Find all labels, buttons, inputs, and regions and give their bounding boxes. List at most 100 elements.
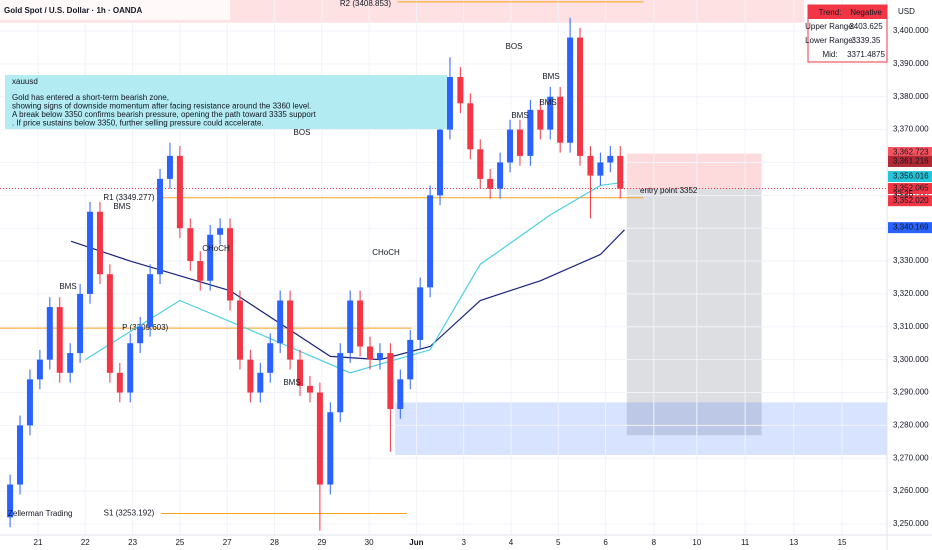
candle	[236, 290, 243, 370]
price-label-box	[888, 183, 932, 195]
candle-body	[407, 339, 414, 380]
x-tick-label: 5	[556, 538, 561, 547]
candle	[297, 349, 304, 396]
candle	[106, 264, 113, 383]
y-tick-label: 3,330.000	[893, 256, 929, 265]
price-label-box	[888, 222, 932, 234]
candle	[116, 362, 123, 403]
candle	[157, 169, 164, 285]
price-label: 3,352.020	[893, 196, 929, 205]
x-tick-label: 3	[461, 538, 466, 547]
moving-average	[84, 181, 625, 374]
candle	[427, 185, 434, 298]
candle-body	[267, 343, 274, 373]
candle	[557, 86, 564, 153]
pivot-label: R1 (3349.277)	[103, 193, 154, 202]
x-tick-label: 6	[603, 538, 608, 547]
candle-body	[487, 178, 494, 189]
candle-body	[567, 37, 574, 143]
candle-body	[597, 162, 604, 176]
candle-body	[77, 293, 84, 354]
price-label-box	[888, 147, 932, 159]
candle-body	[417, 287, 424, 340]
candle	[137, 316, 144, 354]
candle-body	[236, 300, 243, 360]
candle-body	[397, 379, 404, 409]
y-tick-label: 3,260.000	[893, 486, 929, 495]
candle	[77, 284, 84, 363]
price-label-box	[888, 195, 932, 207]
candle	[567, 17, 574, 153]
candle	[527, 100, 534, 166]
x-tick-label: 4	[509, 538, 514, 547]
note-line: . If price sustains below 3350, further …	[12, 119, 264, 128]
candle	[446, 57, 453, 140]
candle	[397, 369, 404, 419]
candle-body	[587, 155, 594, 176]
candle	[457, 67, 464, 114]
candle	[407, 330, 414, 390]
candle-body	[347, 300, 354, 354]
candle-body	[467, 103, 474, 150]
candle-body	[607, 155, 614, 163]
candle	[607, 146, 614, 173]
candle	[327, 402, 334, 495]
candle	[547, 86, 554, 140]
candle-body	[207, 234, 214, 281]
price-label-box	[888, 155, 932, 167]
candle-body	[116, 372, 123, 393]
candle-body	[516, 129, 523, 156]
candle	[176, 146, 183, 239]
x-tick-label: 13	[789, 538, 798, 547]
structure-label: BOS	[294, 128, 311, 137]
candle-body	[257, 372, 264, 393]
candle	[497, 152, 504, 199]
structure-label: BMS	[511, 111, 528, 120]
candle-body	[56, 307, 63, 373]
note-line: A break below 3350 confirms bearish pres…	[12, 110, 317, 119]
candle	[67, 343, 74, 383]
x-tick-label: 25	[175, 538, 184, 547]
candle	[127, 333, 134, 403]
candle-body	[437, 129, 444, 196]
info-key: Upper Range:	[805, 22, 855, 31]
y-tick-label: 3,400.000	[893, 26, 929, 35]
note-title: xauusd	[12, 77, 38, 86]
candle-body	[337, 353, 344, 413]
candle	[587, 146, 594, 219]
y-tick-label: 3,310.000	[893, 322, 929, 331]
structure-label: BMS	[59, 282, 76, 291]
price-label: 3,356.016	[893, 172, 929, 181]
candle-body	[277, 300, 284, 344]
candle	[287, 290, 294, 370]
candle	[277, 290, 284, 354]
candle	[26, 369, 33, 436]
x-tick-label: 23	[128, 538, 137, 547]
candle-body	[87, 211, 94, 294]
candle-body	[446, 77, 453, 130]
info-key: Mid:	[822, 50, 837, 59]
candle	[247, 349, 254, 403]
candle	[316, 382, 323, 531]
candle-body	[147, 274, 154, 327]
candle-body	[166, 155, 173, 179]
note-line: Gold has entered a short-term bearish zo…	[12, 93, 169, 102]
candle	[7, 474, 14, 528]
candle-body	[137, 326, 144, 344]
price-label: 3,352.065	[893, 184, 929, 193]
x-tick-label: 28	[270, 538, 279, 547]
zone	[626, 153, 762, 189]
candle-body	[26, 379, 33, 426]
moving-average	[70, 229, 625, 361]
candle	[87, 201, 94, 304]
note-line: showing signs of downside momentum after…	[12, 102, 311, 111]
price-label: 3,340.169	[893, 223, 929, 232]
candle	[227, 218, 234, 311]
candle	[516, 119, 523, 166]
candle-body	[316, 392, 323, 485]
candle-body	[507, 129, 514, 163]
x-tick-label: 10	[692, 538, 701, 547]
y-tick-label: 3,290.000	[893, 388, 929, 397]
info-value: 3371.4875	[847, 50, 885, 59]
candle-body	[457, 77, 464, 104]
